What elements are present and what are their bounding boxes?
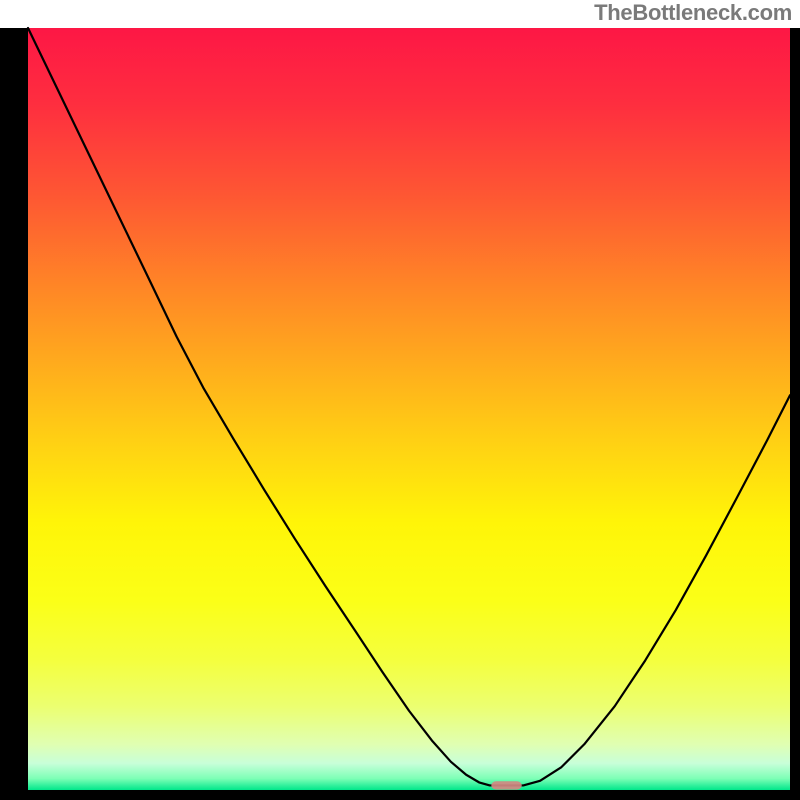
watermark-label: TheBottleneck.com: [594, 0, 792, 26]
chart-svg: [0, 0, 800, 800]
bottleneck-chart: TheBottleneck.com: [0, 0, 800, 800]
plot-background: [28, 28, 790, 790]
optimal-marker: [491, 781, 521, 789]
